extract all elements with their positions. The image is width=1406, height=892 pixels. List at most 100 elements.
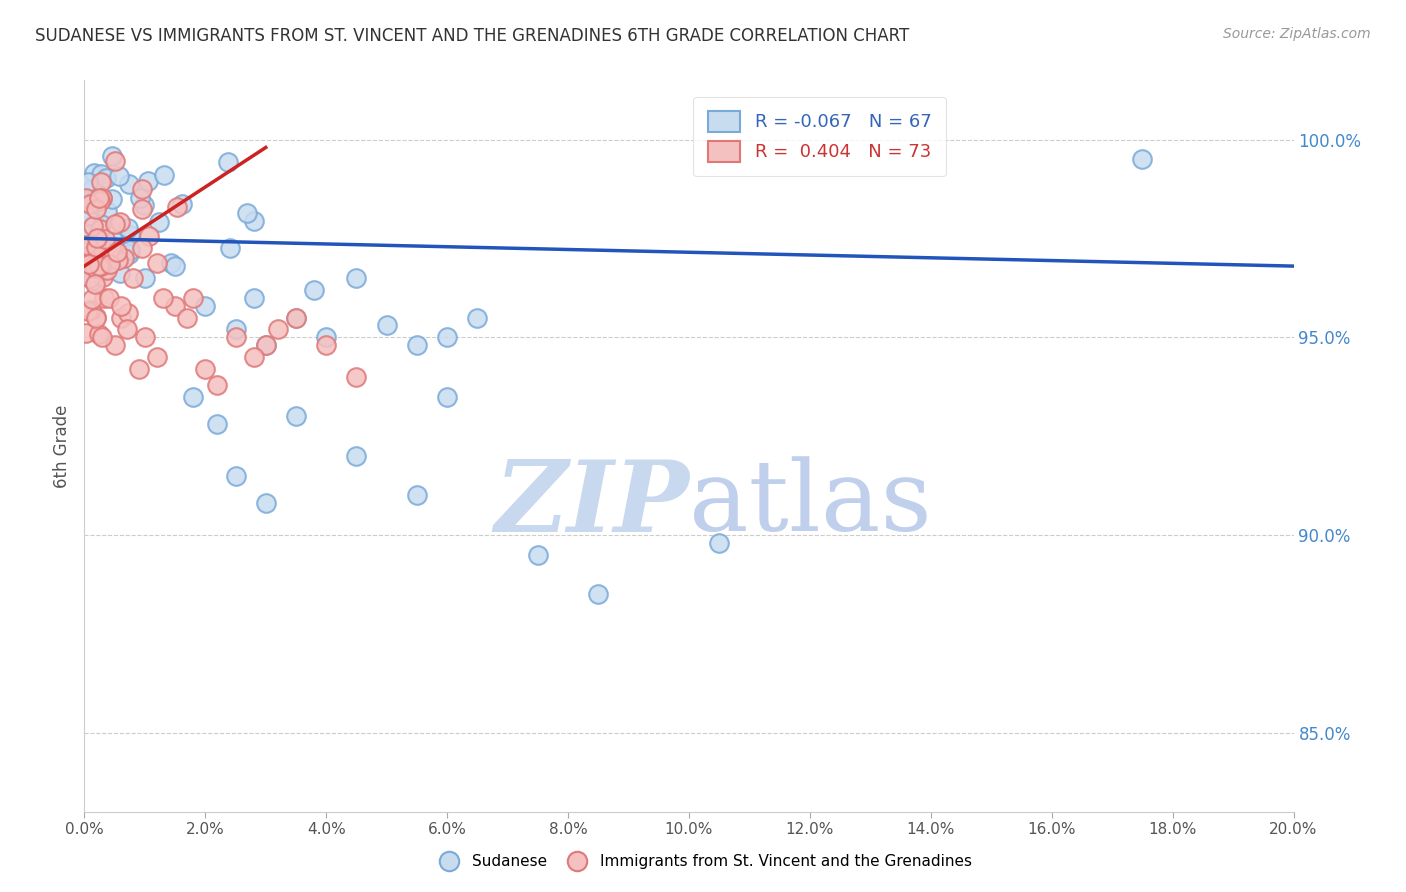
Point (96, 262, 118, 277)
Point (436, 330, 458, 344)
Point (709, 536, 731, 550)
Point (194, 299, 217, 313)
Point (112, 251, 135, 265)
Point (285, 310, 308, 325)
Point (80, 251, 103, 265)
Point (107, 252, 129, 267)
Point (406, 338, 429, 352)
Point (84, 229, 107, 244)
Point (242, 291, 264, 305)
Point (75, 191, 97, 205)
Point (80, 182, 103, 196)
Point (80, 303, 103, 318)
Legend: R = -0.067   N = 67, R =  0.404   N = 73: R = -0.067 N = 67, R = 0.404 N = 73 (693, 96, 946, 177)
Point (90, 240, 112, 254)
Point (84, 202, 107, 216)
Text: SUDANESE VS IMMIGRANTS FROM ST. VINCENT AND THE GRENADINES 6TH GRADE CORRELATION: SUDANESE VS IMMIGRANTS FROM ST. VINCENT … (35, 27, 910, 45)
Point (82, 219, 104, 233)
Point (120, 227, 142, 242)
Point (76, 211, 98, 225)
Point (115, 322, 138, 336)
Point (101, 149, 124, 163)
Point (121, 271, 143, 285)
Point (84, 240, 107, 254)
Text: Source: ZipAtlas.com: Source: ZipAtlas.com (1223, 27, 1371, 41)
Point (117, 306, 139, 320)
Point (176, 310, 198, 325)
Point (82, 259, 104, 273)
Point (83, 166, 105, 180)
Point (131, 241, 153, 255)
Point (105, 245, 128, 260)
Point (165, 299, 187, 313)
Point (108, 215, 131, 229)
Point (90, 218, 112, 232)
Point (90, 259, 112, 273)
Point (82, 196, 104, 211)
Point (285, 409, 308, 424)
Point (96, 170, 118, 185)
Point (152, 291, 174, 305)
Point (76, 208, 98, 222)
Point (84, 310, 107, 324)
Point (83, 277, 105, 291)
Point (75, 249, 97, 263)
Point (87, 236, 110, 251)
Point (170, 196, 193, 211)
Point (94, 232, 117, 246)
Point (225, 330, 247, 344)
Point (110, 299, 132, 313)
Point (375, 318, 398, 333)
Point (89, 222, 111, 236)
Point (101, 250, 124, 264)
Point (129, 191, 152, 205)
Point (267, 322, 290, 336)
Point (134, 271, 156, 285)
Point (346, 271, 368, 285)
Point (96, 204, 118, 219)
Point (82, 273, 104, 287)
Point (243, 214, 266, 228)
Point (217, 155, 239, 169)
Point (75, 326, 97, 340)
Point (315, 330, 337, 344)
Point (103, 234, 125, 248)
Point (148, 215, 170, 229)
Point (90, 191, 112, 205)
Point (110, 267, 132, 281)
Point (527, 548, 550, 562)
Point (104, 153, 127, 168)
Point (100, 192, 122, 206)
Point (79, 270, 101, 285)
Point (207, 417, 229, 432)
Y-axis label: 6th Grade: 6th Grade (53, 404, 72, 488)
Point (117, 220, 139, 235)
Point (90, 167, 112, 181)
Point (254, 338, 277, 352)
Point (219, 241, 242, 255)
Point (93, 291, 115, 305)
Point (75, 238, 97, 252)
Point (104, 217, 127, 231)
Point (436, 390, 458, 404)
Point (315, 338, 337, 352)
Point (138, 229, 160, 244)
Point (588, 587, 610, 601)
Point (146, 350, 169, 364)
Point (76, 304, 98, 318)
Point (406, 488, 429, 502)
Point (87, 326, 110, 341)
Point (131, 181, 153, 195)
Point (79, 196, 101, 211)
Point (467, 310, 489, 325)
Point (159, 256, 181, 270)
Point (131, 202, 153, 217)
Point (181, 390, 204, 404)
Point (254, 338, 277, 352)
Point (225, 322, 247, 336)
Point (236, 206, 259, 220)
Point (225, 468, 247, 483)
Point (82, 246, 104, 260)
Point (166, 200, 188, 214)
Point (165, 259, 187, 273)
